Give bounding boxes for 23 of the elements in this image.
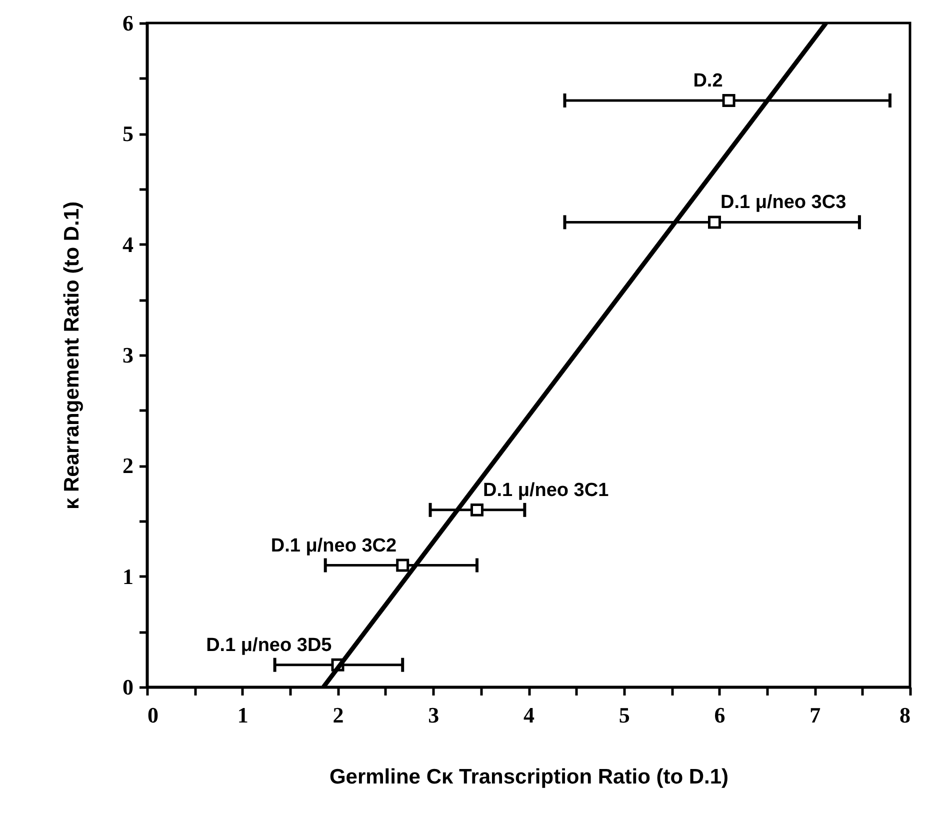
x-tick-label: 3 [428,702,440,728]
annotation: D.2 [693,70,723,92]
x-tick-label: 8 [900,702,910,728]
x-tick-label: 5 [618,702,630,728]
y-tick-label: 5 [122,121,134,146]
y-tick-label: 2 [122,453,134,478]
y-tick-label: 0 [122,674,134,700]
annotation: D.1 μ/neo 3C2 [270,535,397,556]
x-tick-label: 4 [524,702,534,728]
y-tick-label: 3 [122,342,134,368]
y-axis-title: κ Rearrangement Ratio (to D.1) [60,201,84,510]
x-tick-label: 0 [148,702,158,728]
x-tick-label: 2 [332,702,344,728]
x-tick-label: 7 [810,702,821,728]
x-tick-label: 6 [714,702,726,728]
annotation: D.1 μ/neo 3C3 [720,192,846,214]
x-tick-label: 1 [237,702,248,728]
annotation: D.1 μ/neo 3D5 [206,634,332,656]
y-tick-label: 1 [122,564,134,589]
annotation: D.1 μ/neo 3C1 [482,480,610,501]
y-tick-label: 4 [122,232,134,257]
y-tick-label: 6 [122,10,134,36]
x-axis-title: Germline Cκ Transcription Ratio (to D.1) [329,766,729,788]
